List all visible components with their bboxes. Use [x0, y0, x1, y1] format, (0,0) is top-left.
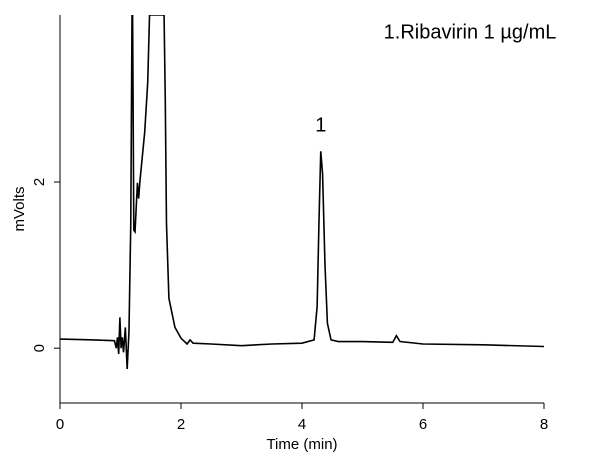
x-tick-label: 2	[177, 416, 185, 433]
plot-area	[60, 15, 544, 369]
y-tick-label: 0	[31, 344, 48, 352]
x-tick-label: 8	[540, 416, 548, 433]
x-axis-label: Time (min)	[266, 436, 337, 453]
x-tick-label: 4	[298, 416, 306, 433]
y-axis-label: mVolts	[11, 186, 28, 231]
line	[60, 15, 544, 369]
x-tick-label: 6	[419, 416, 427, 433]
y-tick-label: 2	[31, 178, 48, 186]
x-tick-label: 0	[56, 416, 64, 433]
annotation: 1.Ribavirin 1 µg/mL	[384, 21, 557, 43]
annotation: 1	[315, 115, 326, 137]
